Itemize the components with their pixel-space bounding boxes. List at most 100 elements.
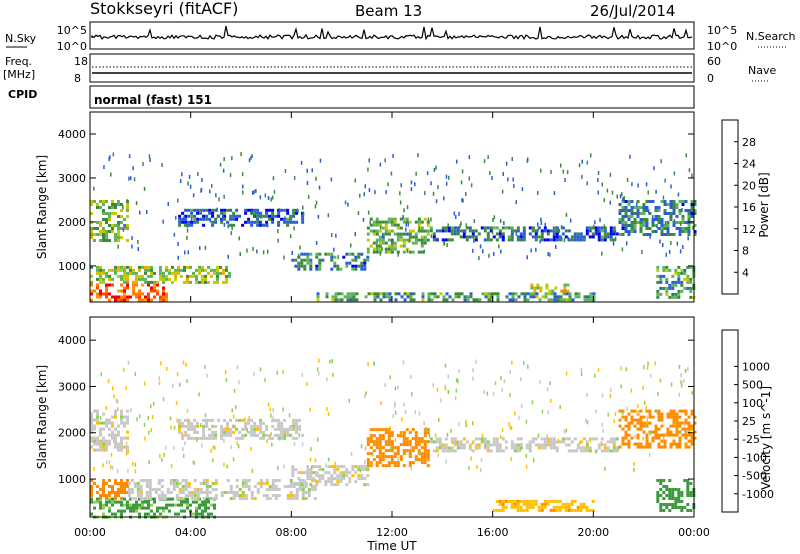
heatmap-speckle <box>649 373 652 378</box>
heatmap-cell <box>178 418 182 422</box>
heatmap-cell <box>120 289 123 293</box>
heatmap-cell <box>677 491 681 494</box>
heatmap-cell <box>309 267 313 271</box>
heatmap-speckle <box>372 452 374 457</box>
heatmap-speckle <box>218 197 220 202</box>
heatmap-speckle <box>288 413 291 418</box>
heatmap-cell <box>184 485 188 488</box>
heatmap-cell <box>268 485 272 488</box>
heatmap-cell <box>672 233 676 236</box>
heatmap-speckle <box>143 422 146 427</box>
heatmap-cell <box>549 238 553 242</box>
heatmap-cell <box>687 445 691 449</box>
heatmap-cell <box>138 497 141 501</box>
heatmap-speckle <box>453 211 456 216</box>
heatmap-cell <box>159 268 162 272</box>
heatmap-cell <box>570 440 574 444</box>
heatmap-cell <box>144 280 147 284</box>
heatmap-speckle <box>541 409 544 414</box>
heatmap-speckle <box>298 433 300 438</box>
heatmap-cell <box>668 286 672 290</box>
heatmap-speckle <box>560 225 563 230</box>
heatmap-cell <box>304 485 308 488</box>
heatmap-cell <box>187 223 191 227</box>
heatmap-cell <box>105 212 108 215</box>
heatmap-speckle <box>317 437 319 442</box>
heatmap-cell <box>99 439 102 443</box>
heatmap-speckle <box>527 157 529 162</box>
heatmap-cell <box>277 424 281 428</box>
heatmap-cell <box>495 499 499 503</box>
heatmap-cell <box>489 443 493 447</box>
heatmap-speckle <box>565 212 568 217</box>
heatmap-cell <box>567 229 571 233</box>
heatmap-cell <box>126 286 129 290</box>
heatmap-speckle <box>365 391 367 396</box>
heatmap-speckle <box>589 438 592 443</box>
heatmap-cell <box>384 226 388 230</box>
heatmap-cell <box>540 443 544 447</box>
heatmap-cell <box>462 437 466 441</box>
heatmap-speckle <box>319 158 322 163</box>
heatmap-cell <box>592 292 596 296</box>
heatmap-speckle <box>433 168 436 172</box>
heatmap-cell <box>585 449 589 453</box>
heatmap-speckle <box>384 158 386 163</box>
heatmap-cell <box>456 446 460 450</box>
heatmap-cell <box>390 247 394 251</box>
heatmap-cell <box>306 477 310 481</box>
heatmap-speckle <box>638 410 640 414</box>
heatmap-speckle <box>382 233 384 238</box>
heatmap-cell <box>408 235 412 239</box>
heatmap-cell <box>177 265 180 269</box>
heatmap-speckle <box>678 392 680 397</box>
heatmap-cell <box>105 274 108 278</box>
heatmap-cell <box>300 483 304 487</box>
heatmap-cell <box>127 494 131 497</box>
heatmap-cell <box>645 218 649 221</box>
heatmap-speckle <box>632 226 634 231</box>
heatmap-cell <box>417 238 421 242</box>
heatmap-cell <box>193 494 197 497</box>
heatmap-cell <box>591 508 595 512</box>
heatmap-cell <box>292 211 296 215</box>
heatmap-cell <box>693 230 697 233</box>
heatmap-cell <box>630 230 634 233</box>
heatmap-cell <box>588 235 592 239</box>
heatmap-cell <box>689 295 693 299</box>
heatmap-cell <box>202 223 206 227</box>
heatmap-cell <box>672 209 676 212</box>
heatmap-cell <box>274 214 278 218</box>
heatmap-cell <box>162 295 165 299</box>
heatmap-cell <box>639 415 643 419</box>
heatmap-cell <box>355 292 359 296</box>
heatmap-cell <box>199 208 203 212</box>
heatmap-speckle <box>367 210 370 215</box>
heatmap-speckle <box>606 188 609 193</box>
heatmap-cell <box>426 223 430 227</box>
heatmap-cell <box>96 233 99 236</box>
heatmap-cell <box>483 437 487 441</box>
heatmap-cell <box>531 499 535 503</box>
heatmap-cell <box>175 485 179 488</box>
heatmap-cell <box>277 433 281 437</box>
heatmap-cell <box>354 465 358 469</box>
heatmap-cell <box>202 491 206 494</box>
heatmap-cell <box>528 502 532 506</box>
heatmap-cell <box>486 443 490 447</box>
heatmap-cell <box>686 482 690 485</box>
heatmap-cell <box>120 485 123 488</box>
heatmap-cell <box>301 491 305 494</box>
heatmap-cell <box>378 458 382 462</box>
heatmap-speckle <box>472 248 474 253</box>
heatmap-cell <box>671 280 675 284</box>
heatmap-cell <box>90 212 93 215</box>
heatmap-speckle <box>315 241 318 245</box>
heatmap-cell <box>660 233 664 236</box>
heatmap-cell <box>492 508 496 512</box>
heatmap-speckle <box>143 381 146 386</box>
heatmap-speckle <box>436 237 438 242</box>
heatmap-speckle <box>616 194 618 199</box>
heatmap-speckle <box>110 465 112 470</box>
heatmap-speckle <box>266 223 269 228</box>
